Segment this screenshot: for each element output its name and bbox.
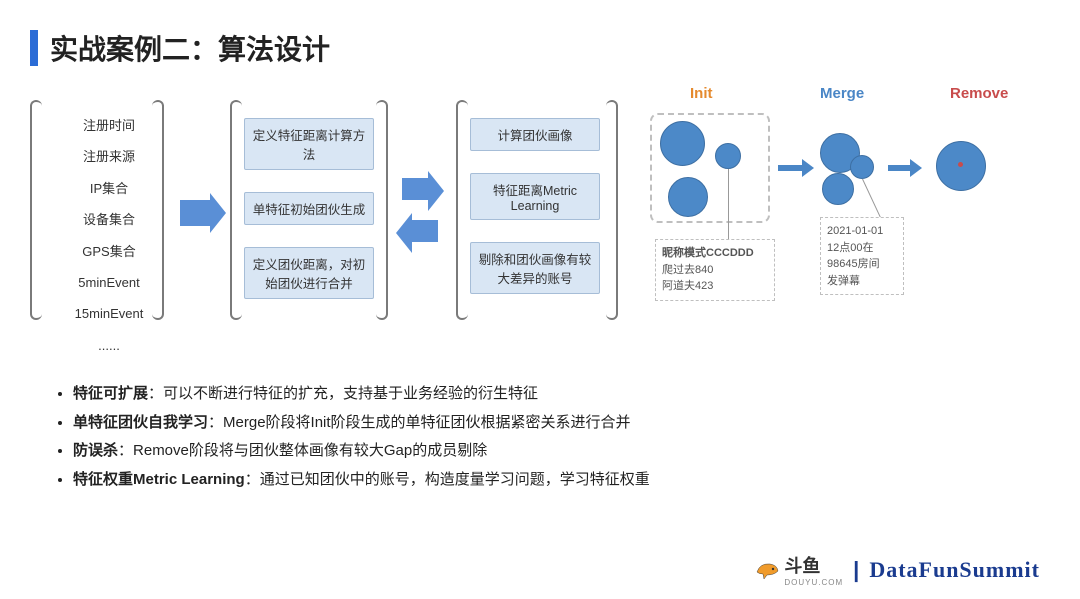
bullet-text: ：可以不断进行特征的扩充，支持基于业务经验的衍生特征 <box>148 385 538 402</box>
stage-merge-label: Merge <box>820 85 864 102</box>
bullet-item: 特征权重Metric Learning：通过已知团伙中的账号，构造度量学习问题，… <box>73 466 995 495</box>
stage-remove-label: Remove <box>950 85 1008 102</box>
douyu-sub: DOUYU.COM <box>784 578 843 587</box>
callout2-l3: 98645房间 <box>827 256 897 273</box>
flow-box: 定义特征距离计算方法 <box>244 118 374 170</box>
flow-box: 剔除和团伙画像有较大差异的账号 <box>470 242 600 294</box>
bullet-text: ：Merge阶段将Init阶段生成的单特征团伙根据紧密关系进行合并 <box>208 414 631 431</box>
bullet-item: 防误杀：Remove阶段将与团伙整体画像有较大Gap的成员剔除 <box>73 437 995 466</box>
callout-line-1 <box>728 169 729 239</box>
feature-item: GPS集合 <box>82 240 135 263</box>
bullet-item: 单特征团伙自我学习：Merge阶段将Init阶段生成的单特征团伙根据紧密关系进行… <box>73 409 995 438</box>
feature-item: 15minEvent <box>75 302 144 325</box>
douyu-logo: 斗鱼 DOUYU.COM <box>754 552 843 587</box>
flow-box: 单特征初始团伙生成 <box>244 192 374 225</box>
callout2-l4: 发弹幕 <box>827 273 897 290</box>
bullet-bold: 防误杀 <box>73 442 118 459</box>
slide-title-bar: 实战案例二：算法设计 <box>30 28 330 68</box>
remove-dot <box>958 162 963 167</box>
slide-title: 实战案例二：算法设计 <box>50 28 330 68</box>
bracket-open-3 <box>456 100 468 320</box>
bullet-text: ：通过已知团伙中的账号，构造度量学习问题，学习特征权重 <box>245 471 650 488</box>
flow-box: 定义团伙距离，对初始团伙进行合并 <box>244 247 374 299</box>
bullet-text: ：Remove阶段将与团伙整体画像有较大Gap的成员剔除 <box>118 442 487 459</box>
init-circle-1 <box>660 121 705 166</box>
footer-separator: | <box>853 557 859 583</box>
arrow-right-2 <box>402 178 428 200</box>
bracket-open-2 <box>230 100 242 320</box>
callout1-l1: 爬过去840 <box>662 262 768 279</box>
arrow-left-1 <box>412 220 438 242</box>
datafun-brand: DataFunSummit <box>869 557 1040 583</box>
bracket-close-3 <box>606 100 618 320</box>
feature-item: ...... <box>98 334 120 357</box>
merge-circle-2 <box>850 155 874 179</box>
bullet-list: 特征可扩展：可以不断进行特征的扩充，支持基于业务经验的衍生特征 单特征团伙自我学… <box>55 380 995 494</box>
feature-list: 注册时间 注册来源 IP集合 设备集合 GPS集合 5minEvent 15mi… <box>44 108 174 357</box>
callout-1: 昵称模式CCCDDD 爬过去840 阿道夫423 <box>655 239 775 301</box>
feature-item: 5minEvent <box>78 271 139 294</box>
thin-arrow-1 <box>778 165 804 171</box>
shark-icon <box>754 558 780 582</box>
callout1-l2: 阿道夫423 <box>662 278 768 295</box>
feature-item: 设备集合 <box>83 208 135 231</box>
title-accent <box>30 30 38 66</box>
feature-item: IP集合 <box>90 177 128 200</box>
callout2-l1: 2021-01-01 <box>827 223 897 240</box>
callout1-title: 昵称模式CCCDDD <box>662 245 768 262</box>
feature-item: 注册来源 <box>83 145 135 168</box>
cluster-diagram: Init Merge Remove 昵称模式CCCDDD 爬过去840 阿道夫4… <box>650 85 1060 345</box>
init-circle-3 <box>668 177 708 217</box>
feature-item: 注册时间 <box>83 114 135 137</box>
bracket-open-1 <box>30 100 42 320</box>
bracket-close-2 <box>376 100 388 320</box>
arrow-right-1 <box>180 200 210 226</box>
bullet-bold: 特征权重Metric Learning <box>73 471 245 488</box>
bullet-bold: 特征可扩展 <box>73 385 148 402</box>
col2: 定义特征距离计算方法 单特征初始团伙生成 定义团伙距离，对初始团伙进行合并 <box>244 118 374 299</box>
douyu-name: 斗鱼 <box>784 552 843 578</box>
col3: 计算团伙画像 特征距离Metric Learning 剔除和团伙画像有较大差异的… <box>470 118 600 294</box>
stage-init-label: Init <box>690 85 713 102</box>
flow-box: 特征距离Metric Learning <box>470 173 600 220</box>
footer: 斗鱼 DOUYU.COM | DataFunSummit <box>754 552 1040 587</box>
callout2-l2: 12点00在 <box>827 240 897 257</box>
init-circle-2 <box>715 143 741 169</box>
flow-diagram: 注册时间 注册来源 IP集合 设备集合 GPS集合 5minEvent 15mi… <box>30 100 640 330</box>
bullet-bold: 单特征团伙自我学习 <box>73 414 208 431</box>
flow-box: 计算团伙画像 <box>470 118 600 151</box>
callout-line-2 <box>862 179 882 221</box>
merge-circle-3 <box>822 173 854 205</box>
thin-arrow-2 <box>888 165 912 171</box>
bullet-item: 特征可扩展：可以不断进行特征的扩充，支持基于业务经验的衍生特征 <box>73 380 995 409</box>
callout-2: 2021-01-01 12点00在 98645房间 发弹幕 <box>820 217 904 295</box>
